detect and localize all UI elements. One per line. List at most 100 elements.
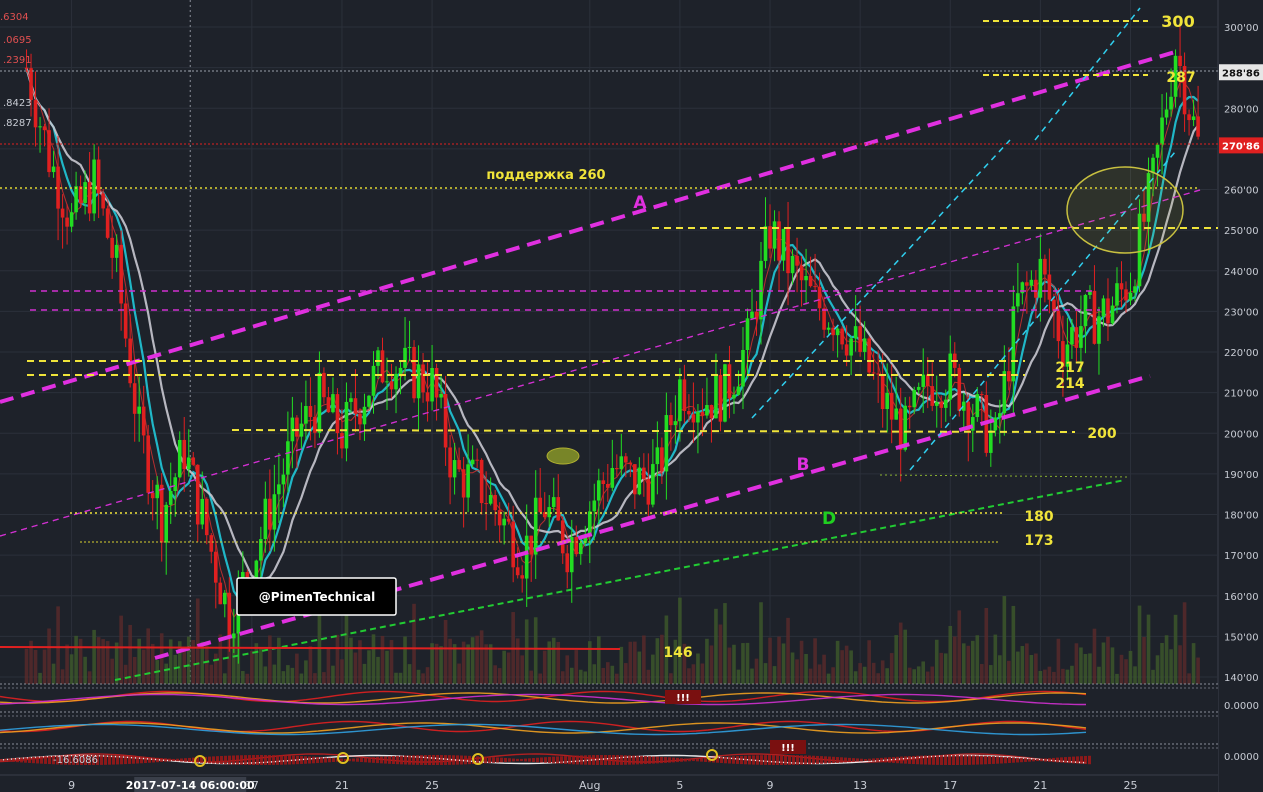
- volume-bar: [547, 641, 552, 684]
- volume-bar: [772, 666, 777, 684]
- oscillator-histogram: [340, 758, 343, 762]
- volume-bar: [1169, 649, 1173, 684]
- volume-bar: [569, 667, 574, 684]
- candle-body: [795, 255, 799, 266]
- volume-bar: [673, 639, 678, 684]
- candle-body: [213, 551, 218, 583]
- oscillator-histogram: [476, 756, 479, 764]
- volume-bar: [502, 650, 506, 684]
- candle-body: [1061, 341, 1065, 367]
- oscillator-histogram: [256, 755, 259, 765]
- watermark-box: [236, 577, 397, 616]
- volume-bar: [678, 597, 682, 684]
- candle-body: [146, 435, 150, 493]
- volume-bar: [907, 667, 912, 684]
- oscillator-histogram: [808, 755, 811, 765]
- candle-body: [894, 408, 898, 420]
- candle-body: [637, 467, 642, 495]
- candle-body: [186, 457, 191, 470]
- volume-bar: [394, 672, 398, 684]
- volume-bar: [213, 653, 218, 684]
- oscillator-histogram: [740, 755, 743, 765]
- volume-bar: [65, 644, 69, 684]
- candle-body: [542, 512, 547, 518]
- volume-bar: [209, 664, 214, 684]
- volume-bar: [24, 648, 29, 684]
- volume-bar: [574, 650, 579, 684]
- oscillator-histogram: [480, 756, 483, 764]
- oscillator-histogram: [96, 755, 99, 765]
- channel-letter: A: [633, 193, 647, 213]
- candle-body: [1025, 282, 1029, 286]
- volume-bar: [903, 629, 907, 684]
- oscillator-histogram: [672, 757, 675, 763]
- price-axis[interactable]: 300'00290'00280'00270'00260'00250'00240'…: [1219, 23, 1263, 763]
- volume-bar: [754, 658, 759, 684]
- candle-body: [326, 397, 331, 413]
- volume-bar: [1101, 642, 1106, 684]
- candle-body: [1115, 283, 1119, 306]
- oscillator-histogram: [60, 755, 63, 765]
- candle-body: [808, 276, 813, 287]
- candle-body: [47, 130, 51, 173]
- candle-body: [376, 350, 380, 366]
- candle-body: [51, 166, 56, 173]
- price-tick-label: 150'00: [1224, 632, 1259, 643]
- oscillator-histogram: [832, 756, 835, 764]
- oscillator-histogram: [328, 757, 331, 763]
- volume-bar: [1155, 655, 1160, 684]
- volume-bar: [993, 634, 998, 684]
- candle-body: [889, 392, 894, 420]
- candle-body: [786, 228, 790, 274]
- oscillator-histogram: [512, 758, 515, 762]
- volume-bar: [1097, 666, 1101, 684]
- oscillator-histogram: [564, 756, 567, 764]
- volume-bar: [47, 628, 51, 684]
- oscillator-histogram: [12, 758, 15, 762]
- volume-bar: [1160, 643, 1164, 684]
- date-tick-label: 9: [68, 779, 75, 792]
- oscillator-histogram: [492, 757, 495, 763]
- oscillator-histogram: [984, 755, 987, 765]
- candle-body: [727, 364, 732, 399]
- candle-body: [479, 459, 484, 504]
- price-level-label: 300: [1161, 12, 1194, 31]
- oscillator-histogram: [588, 755, 591, 765]
- oscillator-histogram: [120, 755, 123, 765]
- volume-bar: [826, 673, 831, 684]
- oscillator-histogram: [32, 756, 35, 764]
- candle-body: [389, 381, 394, 390]
- volume-bar: [452, 644, 457, 684]
- oscillator-histogram: [124, 755, 127, 765]
- candle-body: [993, 417, 998, 431]
- oscillator-histogram: [1076, 756, 1079, 764]
- oscillator-histogram: [920, 755, 923, 765]
- volume-bar: [164, 663, 169, 684]
- candle-body: [511, 521, 515, 568]
- oscillator-histogram: [1068, 756, 1071, 764]
- volume-bar: [736, 669, 741, 684]
- oscillator-histogram: [1020, 757, 1023, 763]
- oscillator-histogram: [612, 755, 615, 765]
- crosshair-date-box: [134, 777, 247, 792]
- volume-bar: [1079, 647, 1083, 684]
- volume-bar: [741, 643, 745, 684]
- watermark: @PimenTechnical: [259, 590, 375, 604]
- volume-bar: [700, 663, 705, 684]
- oscillator-histogram: [872, 758, 875, 762]
- date-axis[interactable]: 9172125Aug5913172125Sep2017-07-14 06:00:…: [0, 774, 1263, 792]
- oscillator-histogram: [640, 755, 643, 765]
- oscillator-histogram: [780, 755, 783, 765]
- oscillator-histogram: [376, 756, 379, 764]
- volume-bar: [114, 642, 119, 684]
- date-tick-label: 5: [676, 779, 683, 792]
- price-marker-label: 288'86: [1222, 68, 1260, 79]
- oscillator-axis-label: 0.0000: [1224, 752, 1259, 763]
- oscillator-histogram: [664, 757, 667, 763]
- oscillator-histogram: [268, 755, 271, 765]
- oscillator-histogram: [408, 755, 411, 765]
- date-tick-label: 9: [767, 779, 774, 792]
- volume-bars: [24, 596, 1200, 684]
- candle-body: [574, 537, 579, 555]
- volume-bar: [655, 638, 660, 684]
